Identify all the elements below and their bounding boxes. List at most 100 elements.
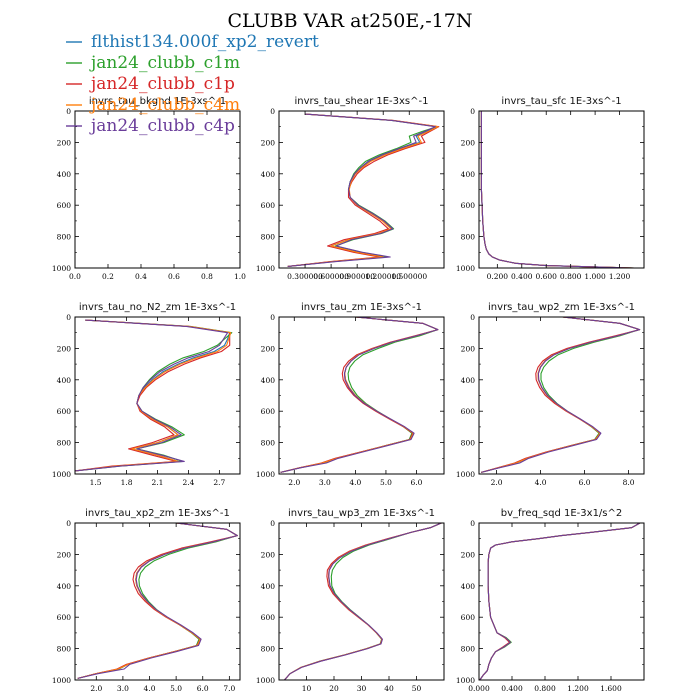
x-tick-label: 7.0 — [223, 684, 235, 693]
panel-title: invrs_tau_no_N2_zm 1E-3xs^-1 — [79, 302, 236, 313]
x-tick-label: 1.5 — [90, 478, 102, 487]
x-tick-label: 1.8 — [121, 478, 133, 487]
legend-item: jan24_clubb_c1p — [66, 74, 235, 94]
x-tick-label: 8.0 — [623, 478, 635, 487]
series-line-2 — [280, 316, 439, 473]
x-tick-label: 0.6 — [168, 272, 180, 281]
plot-frame — [478, 110, 645, 269]
series-line-4 — [280, 316, 439, 473]
series-line-1 — [480, 111, 635, 269]
series-line-3 — [480, 111, 635, 269]
series-group — [74, 319, 233, 472]
panel-title: invrs_tau_wp2_zm 1E-3xs^-1 — [488, 302, 635, 313]
y-tick-label: 800 — [461, 439, 476, 448]
legend-item: jan24_clubb_c1m — [66, 53, 240, 73]
series-group — [284, 522, 442, 681]
series-line-5 — [479, 522, 641, 681]
y-tick-label: 800 — [461, 645, 476, 654]
y-tick-label: 800 — [261, 439, 276, 448]
y-tick-label: 600 — [57, 201, 72, 210]
legend: flthist134.000f_xp2_revertjan24_clubb_c1… — [66, 32, 319, 136]
y-tick-label: 400 — [461, 582, 476, 591]
panel-title: bv_freq_sqd 1E-3x1/s^2 — [501, 508, 623, 519]
series-group — [287, 113, 440, 267]
y-tick-label: 1000 — [456, 470, 475, 479]
y-tick-label: 400 — [461, 170, 476, 179]
x-tick-label: 0.300000 — [287, 272, 323, 281]
legend-label: jan24_clubb_c1m — [89, 53, 240, 73]
x-tick-label: 4.0 — [144, 684, 156, 693]
plot-frame — [278, 316, 445, 475]
y-tick-label: 200 — [261, 344, 276, 353]
y-tick-label: 200 — [261, 550, 276, 559]
y-tick-label: 1000 — [52, 676, 71, 685]
series-line-1 — [287, 113, 438, 267]
x-tick-label: 0.8 — [201, 272, 213, 281]
series-line-3 — [74, 319, 231, 472]
series-line-1 — [280, 316, 439, 473]
x-tick-label: 20 — [329, 684, 339, 693]
y-tick-label: 600 — [261, 407, 276, 416]
series-line-5 — [74, 319, 229, 472]
y-tick-label: 400 — [57, 376, 72, 385]
series-group — [77, 522, 238, 679]
y-tick-label: 200 — [261, 138, 276, 147]
y-tick-label: 400 — [57, 170, 72, 179]
y-tick-label: 800 — [57, 233, 72, 242]
x-tick-label: 2.1 — [152, 478, 164, 487]
x-tick-label: 10 — [302, 684, 312, 693]
series-line-4 — [479, 522, 641, 681]
panel-1: invrs_tau_bkgnd 1E-3xs^-1 0 200 400 600 800 10… — [52, 96, 246, 281]
x-tick-label: 0.0 — [69, 272, 81, 281]
panel-title: invrs_tau_wp3_zm 1E-3xs^-1 — [288, 508, 435, 519]
y-tick-label: 800 — [57, 645, 72, 654]
x-tick-label: 5.0 — [380, 478, 392, 487]
series-group — [479, 522, 641, 681]
y-tick-label: 200 — [461, 550, 476, 559]
x-tick-label: 3.0 — [319, 478, 331, 487]
x-tick-label: 6.0 — [411, 478, 423, 487]
y-tick-label: 400 — [57, 582, 72, 591]
y-tick-label: 600 — [261, 201, 276, 210]
y-tick-label: 400 — [261, 376, 276, 385]
x-tick-label: 0.600000 — [313, 272, 349, 281]
x-tick-label: 2.7 — [213, 478, 225, 487]
legend-item: jan24_clubb_c4m — [66, 95, 240, 115]
x-tick-label: 3.0 — [117, 684, 129, 693]
x-tick-label: 0.400 — [511, 272, 533, 281]
y-tick-label: 600 — [461, 201, 476, 210]
x-tick-label: 0.800 — [560, 272, 582, 281]
y-tick-label: 600 — [461, 613, 476, 622]
series-line-5 — [77, 522, 238, 679]
panel-8: invrs_tau_wp3_zm 1E-3xs^-1 0 200 400 600 800 1… — [256, 508, 445, 693]
y-tick-label: 800 — [261, 645, 276, 654]
x-tick-label: 50 — [412, 684, 422, 693]
legend-label: jan24_clubb_c4p — [89, 116, 235, 136]
series-line-1 — [479, 522, 641, 681]
panel-4: invrs_tau_no_N2_zm 1E-3xs^-1 0 200 400 600 80… — [52, 302, 241, 487]
series-line-3 — [479, 522, 641, 681]
panels-layer: invrs_tau_bkgnd 1E-3xs^-1020040060080010… — [52, 96, 645, 693]
series-line-4 — [480, 111, 635, 269]
x-tick-label: 2.4 — [182, 478, 194, 487]
x-tick-label: 4.0 — [349, 478, 361, 487]
legend-item: flthist134.000f_xp2_revert — [66, 32, 319, 52]
panel-3: invrs_tau_sfc 1E-3xs^-1 0 200 400 600 800 1000… — [456, 96, 645, 281]
y-tick-label: 800 — [57, 439, 72, 448]
series-line-5 — [284, 522, 442, 681]
y-tick-label: 400 — [461, 376, 476, 385]
y-tick-label: 1000 — [52, 264, 71, 273]
series-line-5 — [287, 113, 436, 267]
series-line-2 — [480, 111, 635, 269]
y-tick-label: 200 — [57, 550, 72, 559]
series-group — [280, 316, 439, 473]
y-tick-label: 200 — [461, 138, 476, 147]
y-tick-label: 0 — [270, 519, 275, 528]
x-tick-label: 1.0 — [234, 272, 246, 281]
x-tick-label: 0.400 — [501, 684, 523, 693]
y-tick-label: 400 — [261, 582, 276, 591]
series-line-4 — [287, 113, 439, 267]
series-line-5 — [280, 316, 439, 473]
panel-title: invrs_tau_xp2_zm 1E-3xs^-1 — [85, 508, 230, 519]
x-tick-label: 0.900000 — [339, 272, 375, 281]
